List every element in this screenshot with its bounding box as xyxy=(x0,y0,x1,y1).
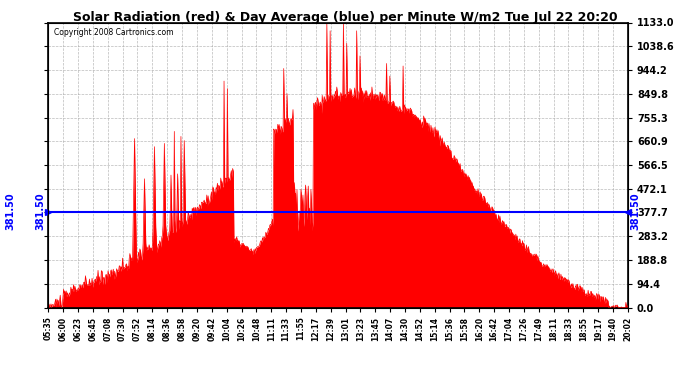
Text: Solar Radiation (red) & Day Average (blue) per Minute W/m2 Tue Jul 22 20:20: Solar Radiation (red) & Day Average (blu… xyxy=(72,11,618,24)
Text: 381.50: 381.50 xyxy=(631,193,641,230)
Text: Copyright 2008 Cartronics.com: Copyright 2008 Cartronics.com xyxy=(54,28,174,37)
Text: 381.50: 381.50 xyxy=(6,193,16,230)
Text: 381.50: 381.50 xyxy=(35,193,46,230)
